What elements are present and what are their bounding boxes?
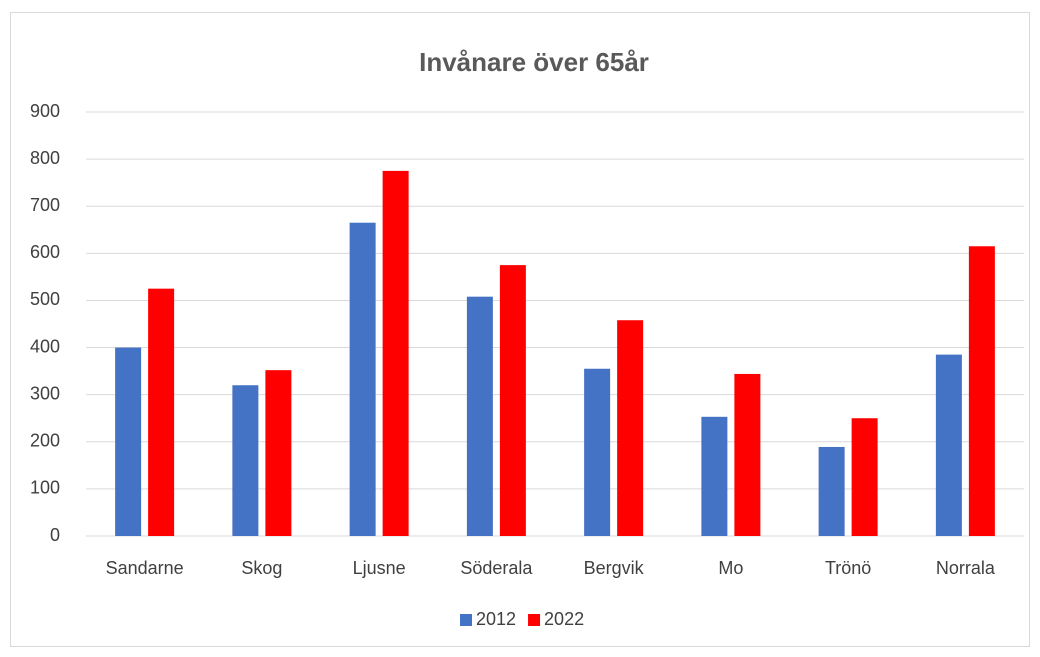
bar: [232, 385, 259, 536]
x-tick-label: Trönö: [825, 558, 871, 578]
chart-title: Invånare över 65år: [419, 47, 649, 77]
x-tick-label: Söderala: [460, 558, 533, 578]
bar: [935, 354, 962, 536]
legend-swatch: [528, 614, 541, 626]
x-tick-label: Bergvik: [584, 558, 645, 578]
y-tick-label: 700: [30, 195, 60, 215]
x-tick-label: Skog: [241, 558, 282, 578]
y-tick-label: 300: [30, 383, 60, 403]
legend-label: 2012: [476, 609, 516, 629]
bar: [499, 265, 526, 536]
y-tick-label: 400: [30, 336, 60, 356]
y-tick-label: 100: [30, 478, 60, 498]
bar: [734, 373, 761, 536]
bar: [349, 222, 376, 536]
bar: [265, 370, 292, 536]
bar: [115, 347, 142, 536]
bar: [466, 296, 493, 536]
legend-swatch: [460, 614, 472, 626]
x-tick-label: Norrala: [936, 558, 996, 578]
x-tick-label: Ljusne: [353, 558, 406, 578]
y-tick-label: 600: [30, 242, 60, 262]
bar: [382, 170, 409, 536]
y-tick-label: 800: [30, 148, 60, 168]
bar: [584, 368, 611, 536]
bar: [148, 288, 175, 536]
x-tick-label: Mo: [718, 558, 743, 578]
bar: [818, 446, 845, 536]
bar: [968, 246, 995, 536]
bar: [617, 320, 644, 536]
bar: [701, 416, 728, 536]
y-tick-label: 200: [30, 431, 60, 451]
y-tick-label: 0: [50, 525, 60, 545]
legend-label: 2022: [544, 609, 584, 629]
bar: [851, 418, 878, 536]
y-tick-label: 500: [30, 289, 60, 309]
x-tick-label: Sandarne: [106, 558, 184, 578]
y-tick-label: 900: [30, 101, 60, 121]
